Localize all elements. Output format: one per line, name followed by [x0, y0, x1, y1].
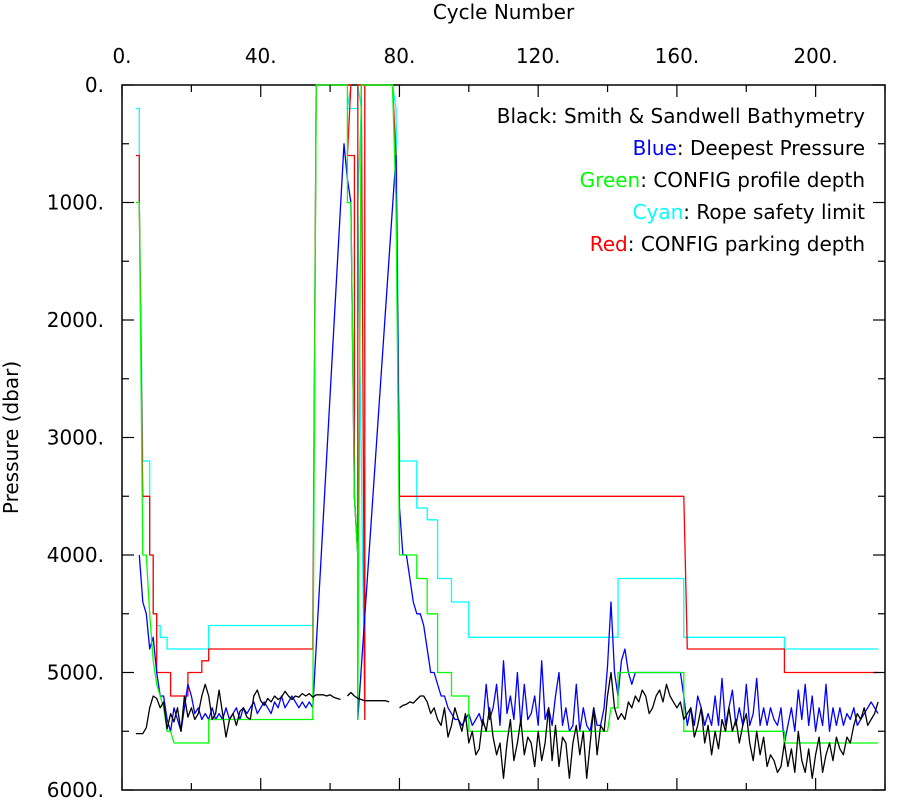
legend-description: : Rope safety limit [683, 200, 865, 224]
legend-description: : CONFIG parking depth [628, 232, 865, 256]
legend-entry: Green: CONFIG profile depth [580, 168, 865, 192]
x-tick-label: 120. [516, 44, 561, 68]
legend-description: : Deepest Pressure [677, 136, 865, 160]
x-tick-label: 160. [655, 44, 700, 68]
legend: Black: Smith & Sandwell BathymetryBlue: … [497, 104, 865, 256]
y-tick-label: 2000. [47, 308, 104, 332]
x-tick-label: 40. [245, 44, 277, 68]
legend-description: : Smith & Sandwell Bathymetry [551, 104, 865, 128]
legend-color-word: Blue [633, 136, 677, 160]
axis-ticks [121, 84, 886, 791]
x-axis-title: Cycle Number [433, 0, 575, 24]
legend-color-word: Cyan [633, 200, 684, 224]
legend-entry: Blue: Deepest Pressure [633, 136, 865, 160]
y-axis-title: Pressure (dbar) [0, 361, 23, 514]
legend-color-word: Red [590, 232, 628, 256]
legend-color-word: Green [580, 168, 641, 192]
y-tick-label: 4000. [47, 543, 104, 567]
legend-entry: Cyan: Rope safety limit [633, 200, 866, 224]
y-tick-label: 0. [85, 73, 104, 97]
y-tick-labels: 0. 1000. 2000. 3000. 4000. 5000. 6000. [47, 73, 104, 800]
legend-entry: Black: Smith & Sandwell Bathymetry [497, 104, 865, 128]
y-tick-label: 1000. [47, 191, 104, 215]
series-line-4 [346, 691, 390, 703]
legend-entry: Red: CONFIG parking depth [590, 232, 865, 256]
x-tick-label: 200. [793, 44, 838, 68]
series-line-4 [399, 671, 879, 779]
x-tick-label: 0. [112, 44, 131, 68]
series-lines [135, 84, 879, 779]
y-tick-label: 3000. [47, 426, 104, 450]
x-tick-label: 80. [384, 44, 416, 68]
series-line-3 [135, 84, 879, 744]
x-tick-labels: 0. 40. 80. 120. 160. 200. [112, 44, 837, 68]
legend-color-word: Black [497, 104, 552, 128]
series-line-4 [135, 683, 341, 738]
y-tick-label: 5000. [47, 661, 104, 685]
y-tick-label: 6000. [47, 778, 104, 800]
legend-description: : CONFIG profile depth [640, 168, 865, 192]
